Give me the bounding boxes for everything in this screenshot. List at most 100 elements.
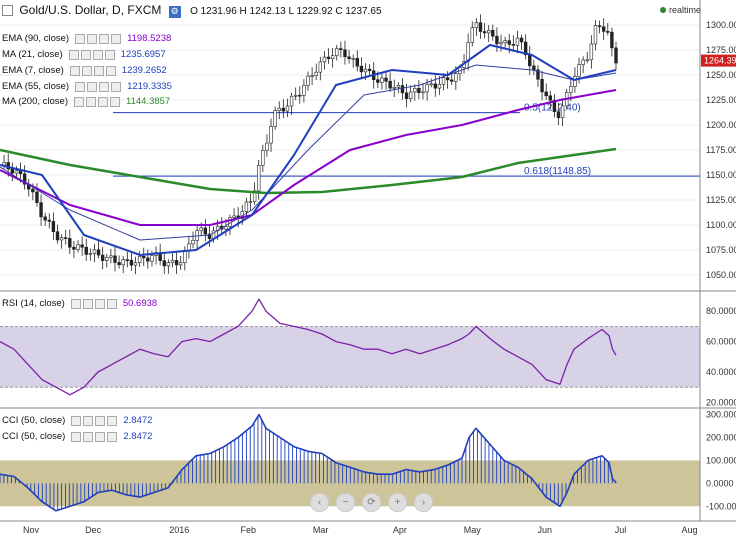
candle-body (519, 37, 524, 43)
candle-body (191, 240, 195, 245)
candle-body (495, 35, 499, 45)
ma200-line (0, 147, 617, 195)
legend-label: EMA (55, close) (2, 81, 70, 92)
candle-body (129, 259, 134, 266)
legend-rsi[interactable]: RSI (14, close) 50.6938 (2, 297, 157, 310)
candle-body (429, 83, 433, 86)
rsi-tick-label: 20.0000 (706, 397, 736, 407)
candle-body (298, 94, 302, 97)
candle-body (610, 31, 614, 49)
legend-ema90[interactable]: EMA (90, close) 1198.5238 (2, 32, 171, 45)
candle-body (150, 255, 154, 262)
candle-body (421, 91, 425, 94)
candle-body (113, 255, 117, 263)
legend-ma21[interactable]: MA (21, close) 1235.6957 (2, 48, 166, 61)
settings-gear-icon[interactable]: ⚙ (168, 5, 181, 18)
ma21-line (0, 44, 617, 256)
candle-body (511, 44, 516, 46)
candle-body (203, 227, 208, 235)
zoom-in-button[interactable]: + (388, 493, 407, 512)
candle-body (544, 91, 548, 97)
legend-value: 1144.3857 (126, 96, 171, 107)
legend-controls[interactable] (70, 298, 119, 309)
legend-cci-2[interactable]: CCI (50, close) 2.8472 (2, 430, 152, 443)
legend-controls[interactable] (68, 49, 117, 60)
realtime-indicator: realtime (660, 5, 701, 15)
candle-body (314, 71, 318, 76)
candle-body (339, 48, 343, 50)
candle-body (228, 217, 232, 227)
legend-label: RSI (14, close) (2, 298, 65, 309)
ema90-line (0, 89, 617, 226)
candle-body (100, 254, 105, 261)
candle-body (310, 75, 314, 77)
price-tick-label: 1075.00 (706, 245, 736, 255)
candle-body (601, 26, 606, 32)
collapse-icon[interactable] (2, 5, 13, 17)
candle-body (363, 68, 368, 73)
candle-body (556, 111, 561, 119)
time-axis: Nov Dec 2016 Feb Mar Apr May Jun Jul Aug (23, 525, 697, 535)
candle-body (408, 91, 413, 99)
legend-controls[interactable] (75, 33, 123, 44)
price-tick-label: 1150.00 (706, 170, 736, 180)
scroll-left-button[interactable]: ‹ (310, 493, 329, 512)
candle-body (133, 262, 138, 266)
legend-cci-1[interactable]: CCI (50, close) 2.8472 (2, 414, 152, 427)
time-tick-label: Aug (681, 525, 697, 535)
candle-body (417, 88, 421, 93)
time-tick-label: Nov (23, 525, 40, 535)
candle-body (384, 77, 388, 82)
candle-body (478, 22, 483, 32)
candle-body (92, 249, 97, 254)
cci-tick-label: 300.0000 (706, 410, 736, 420)
candle-body (355, 57, 359, 67)
candle-body (84, 246, 88, 255)
legend-value: 50.6938 (122, 298, 158, 309)
price-tick-label: 1125.00 (706, 195, 736, 205)
candle-body (425, 84, 429, 93)
candle-body (281, 107, 286, 112)
price-tick-label: 1300.00 (706, 20, 736, 30)
scroll-right-button[interactable]: › (414, 493, 433, 512)
candle-body (146, 257, 150, 262)
time-tick-label: Jun (537, 525, 552, 535)
reset-button[interactable]: ⟳ (362, 493, 381, 512)
legend-controls[interactable] (74, 96, 122, 107)
candle-body (614, 47, 618, 64)
legend-controls[interactable] (75, 81, 123, 92)
candle-body (10, 168, 15, 174)
candle-body (244, 201, 249, 212)
price-tick-label: 1225.00 (706, 95, 736, 105)
legend-controls[interactable] (69, 65, 118, 76)
candle-body (380, 77, 384, 83)
price-tick-label: 1275.00 (706, 45, 736, 55)
candle-body (318, 61, 323, 73)
legend-controls[interactable] (71, 415, 119, 426)
candle-body (261, 150, 265, 166)
price-tick-label: 1250.00 (706, 70, 736, 80)
last-price-label: 1264.39 (704, 56, 736, 66)
candle-body (404, 92, 409, 99)
zoom-out-button[interactable]: − (336, 493, 355, 512)
candle-body (606, 31, 610, 33)
fib-label: 0.5(1212.40) (524, 103, 581, 114)
legend-ema55[interactable]: EMA (55, close) 1219.3335 (2, 80, 172, 93)
time-tick-label: Apr (393, 525, 407, 535)
candle-body (55, 231, 60, 241)
live-dot-icon (660, 7, 666, 13)
candle-body (474, 22, 479, 28)
legend-controls[interactable] (71, 431, 119, 442)
candle-body (88, 253, 93, 255)
candle-body (351, 57, 355, 60)
candle-body (289, 95, 294, 107)
candle-body (392, 86, 396, 89)
candle-body (466, 42, 470, 62)
ema55-line (0, 64, 617, 241)
legend-ma200[interactable]: MA (200, close) 1144.3857 (2, 95, 170, 108)
candle-body (335, 48, 339, 57)
candle-body (273, 110, 277, 127)
legend-ema7[interactable]: EMA (7, close) 1239.2652 (2, 64, 167, 77)
candle-body (59, 237, 64, 241)
